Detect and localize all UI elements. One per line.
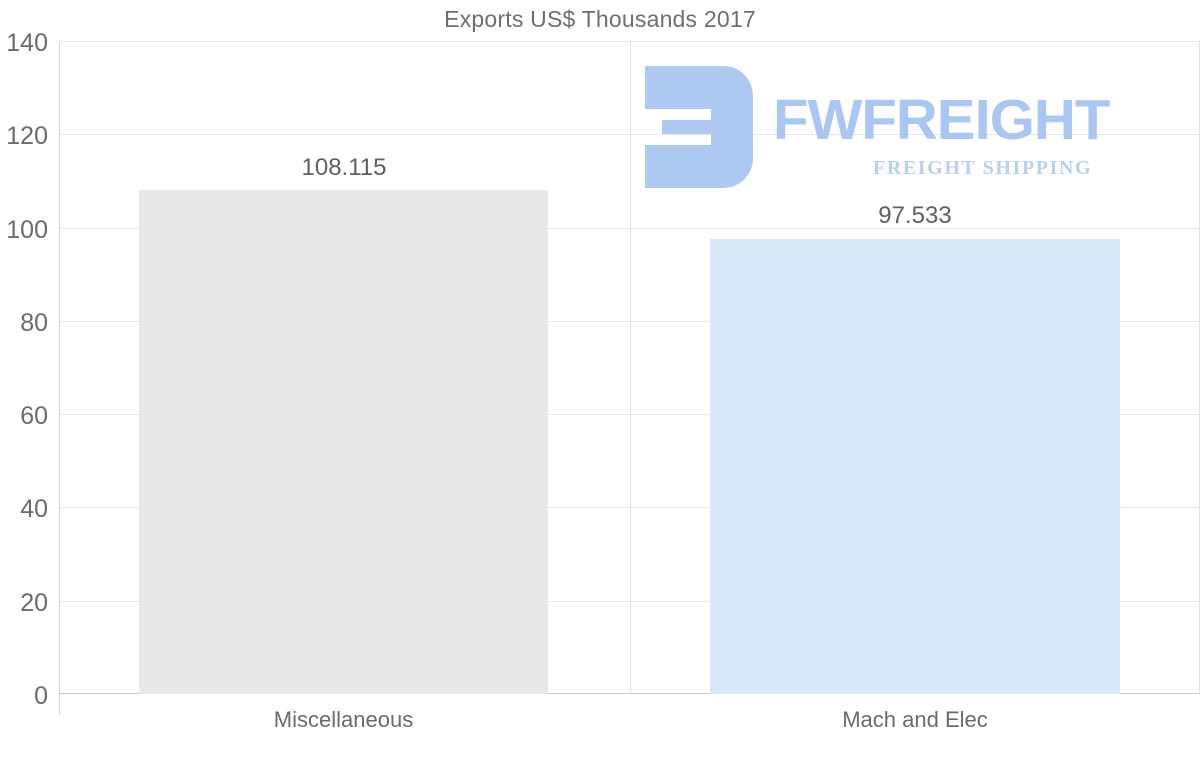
plot-area: [59, 41, 1200, 694]
bar-value-label-miscellaneous: 108.115: [301, 154, 387, 181]
y-tick-label-60: 60: [20, 402, 48, 430]
y-tick-label-100: 100: [6, 216, 48, 244]
y-tick-label-120: 120: [6, 122, 48, 150]
bar-miscellaneous[interactable]: [139, 190, 548, 694]
gridline-120: [59, 134, 1200, 135]
x-tick-label-mach-and-elec: Mach and Elec: [842, 707, 988, 732]
bar-value-label-mach-and-elec: 97.533: [878, 202, 952, 229]
y-axis-line: [59, 41, 60, 715]
gridline-100: [59, 228, 1200, 229]
gridline-40: [59, 507, 1200, 508]
gridline-80: [59, 321, 1200, 322]
y-tick-label-20: 20: [20, 589, 48, 617]
gridline-20: [59, 601, 1200, 602]
x-tick-label-miscellaneous: Miscellaneous: [273, 707, 414, 732]
bar-mach-and-elec[interactable]: [710, 239, 1120, 694]
chart-title: Exports US$ Thousands 2017: [444, 6, 756, 32]
gridline-140: [59, 41, 1200, 42]
y-tick-label-40: 40: [20, 495, 48, 523]
y-tick-label-140: 140: [6, 29, 48, 57]
x-axis-baseline: [59, 693, 1200, 694]
category-separator-gridline: [630, 41, 631, 694]
y-tick-label-80: 80: [20, 309, 48, 337]
y-tick-label-0: 0: [34, 682, 48, 710]
gridline-60: [59, 414, 1200, 415]
